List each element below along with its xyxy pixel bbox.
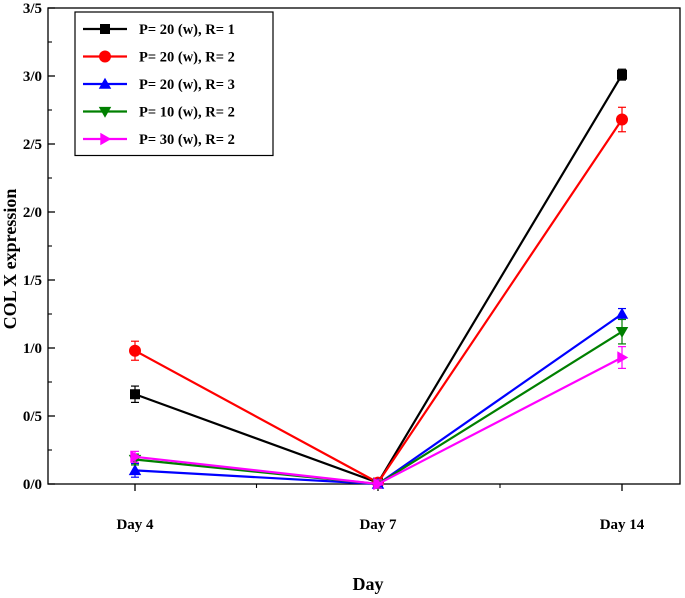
legend-marker xyxy=(98,77,112,89)
y-tick-label: 3/5 xyxy=(23,1,42,17)
x-tick-label: Day 4 xyxy=(116,517,154,533)
legend-marker xyxy=(100,24,110,34)
legend-marker xyxy=(100,132,112,146)
data-point xyxy=(617,69,627,80)
data-point xyxy=(615,326,629,338)
series-2 xyxy=(129,106,628,489)
legend-label: P= 20 (w), R= 3 xyxy=(139,77,235,93)
data-point xyxy=(128,464,142,476)
legend-label: P= 10 (w), R= 2 xyxy=(139,105,235,121)
series-5 xyxy=(130,346,629,491)
legend-item: P= 10 (w), R= 2 xyxy=(83,105,235,121)
x-tick-label: Day 7 xyxy=(359,517,397,533)
data-point xyxy=(129,344,141,357)
legend-item: P= 20 (w), R= 2 xyxy=(83,50,235,66)
series-line xyxy=(134,330,623,486)
x-tick-label: Day 14 xyxy=(600,517,645,533)
data-point xyxy=(130,450,142,464)
legend-label: P= 30 (w), R= 2 xyxy=(139,132,235,148)
legend-item: P= 20 (w), R= 3 xyxy=(83,77,235,93)
series-line xyxy=(134,313,623,486)
legend-item: P= 30 (w), R= 2 xyxy=(83,132,235,148)
data-point xyxy=(373,477,385,491)
data-point xyxy=(616,113,628,126)
legend-label: P= 20 (w), R= 2 xyxy=(139,50,235,66)
legend-label: P= 20 (w), R= 1 xyxy=(139,22,235,38)
data-point xyxy=(130,389,140,400)
y-tick-label: 0/0 xyxy=(23,477,42,493)
y-tick-label: 0/5 xyxy=(23,409,42,425)
y-tick-label: 1/0 xyxy=(23,341,42,357)
series-layer xyxy=(128,68,629,491)
data-point xyxy=(615,307,629,319)
series-line xyxy=(134,118,623,485)
legend-marker xyxy=(98,106,112,118)
y-tick-label: 2/5 xyxy=(23,137,42,153)
x-axis-title: Day xyxy=(353,574,384,594)
series-3 xyxy=(128,307,629,489)
y-tick-label: 2/0 xyxy=(23,205,42,221)
legend-item: P= 20 (w), R= 1 xyxy=(83,22,235,38)
data-point xyxy=(617,351,629,364)
y-tick-label: 1/5 xyxy=(23,273,42,289)
y-axis-title: COL X expression xyxy=(0,189,20,330)
y-tick-label: 3/0 xyxy=(23,69,42,85)
legend-marker xyxy=(99,50,111,63)
legend: P= 20 (w), R= 1 P= 20 (w), R= 2 P= 20 (w),… xyxy=(74,11,274,157)
